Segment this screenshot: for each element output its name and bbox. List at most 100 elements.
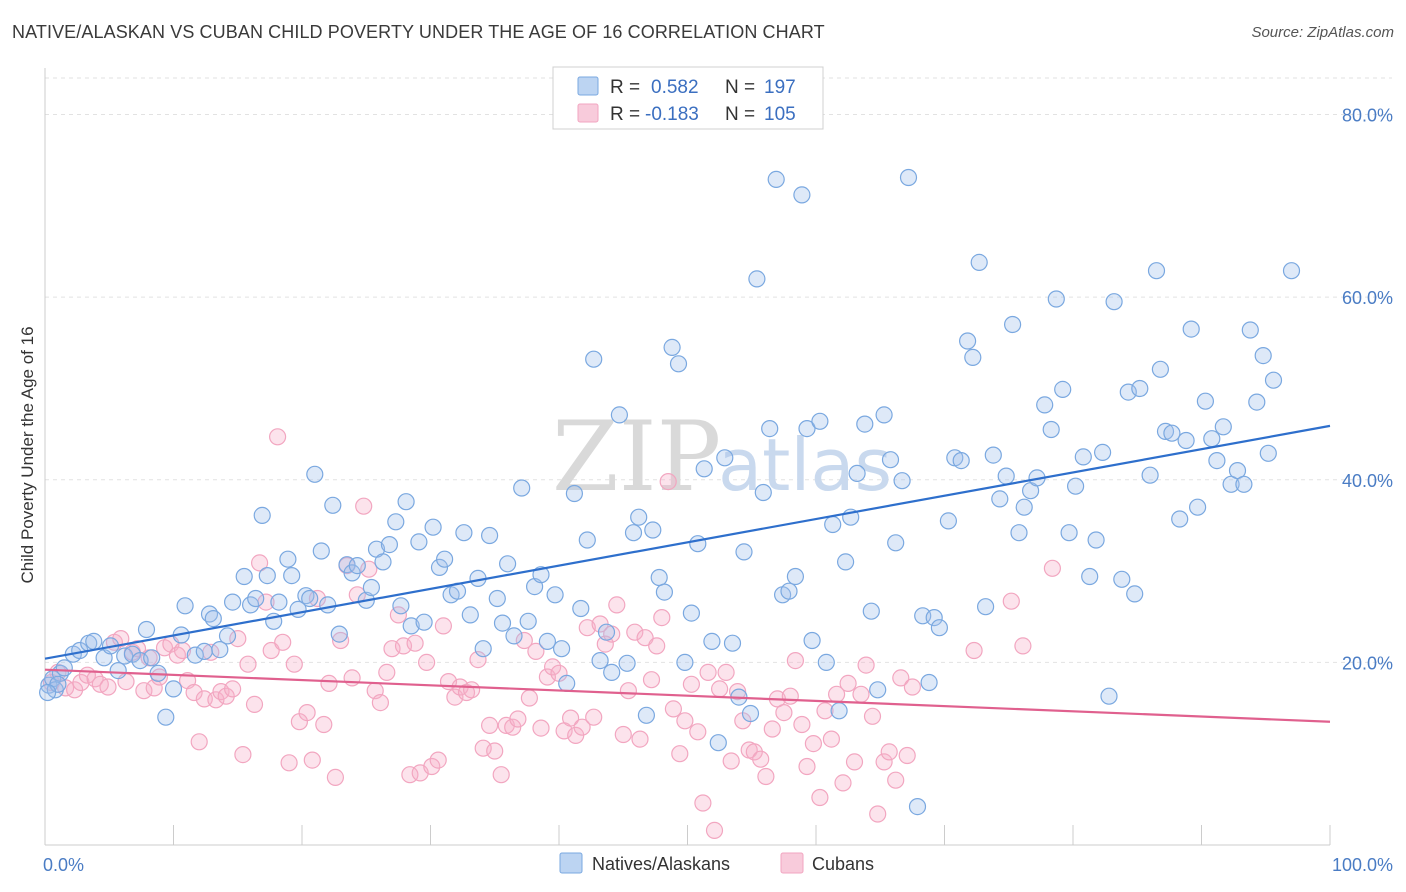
native-point-65	[455, 524, 473, 542]
native-point-81	[558, 674, 576, 693]
native-point-112	[761, 420, 779, 438]
cuban-point-107	[664, 700, 683, 718]
native-point-181	[1203, 430, 1221, 448]
legend-swatch-cubans	[577, 103, 599, 123]
x-tick-labels: 0.0% 100.0%	[43, 855, 1393, 875]
cuban-point-83	[527, 642, 545, 661]
cuban-point-49	[332, 631, 350, 650]
native-point-33	[258, 566, 276, 585]
native-point-180	[1196, 392, 1215, 410]
native-point-95	[650, 568, 668, 587]
cuban-point-126	[775, 703, 793, 722]
cuban-point-122	[752, 750, 770, 768]
native-point-86	[591, 651, 609, 670]
native-point-175	[1163, 424, 1181, 442]
native-point-164	[1093, 443, 1112, 461]
cuban-point-14	[135, 682, 153, 700]
native-point-172	[1147, 262, 1166, 280]
cuban-point-8	[99, 678, 117, 696]
native-point-92	[630, 508, 648, 526]
cuban-point-146	[892, 669, 910, 687]
cuban-point-44	[303, 751, 321, 769]
y-tick-label-3: 80.0%	[1342, 106, 1393, 126]
cuban-point-114	[705, 821, 724, 840]
native-point-56	[397, 493, 415, 511]
cuban-point-39	[274, 633, 292, 651]
native-point-91	[624, 524, 643, 542]
cuban-point-139	[852, 685, 870, 703]
native-point-170	[1131, 379, 1149, 398]
native-point-109	[741, 704, 760, 723]
cuban-point-99	[619, 682, 638, 700]
native-point-126	[848, 464, 866, 482]
cuban-point-101	[631, 730, 649, 748]
cuban-point-57	[378, 663, 396, 682]
cuban-point-67	[434, 617, 452, 635]
native-point-55	[392, 597, 410, 615]
cuban-point-131	[804, 734, 823, 753]
cuban-point-79	[504, 718, 522, 736]
cuban-point-104	[648, 637, 666, 655]
legend-r-label-2: R =	[610, 104, 640, 125]
native-point-135	[908, 797, 927, 816]
native-point-156	[1042, 420, 1060, 439]
native-point-85	[585, 350, 603, 368]
native-point-161	[1074, 448, 1092, 466]
native-point-87	[597, 623, 616, 641]
native-point-111	[754, 483, 772, 502]
cuban-point-86	[543, 658, 562, 676]
native-point-116	[786, 567, 805, 586]
native-point-18	[157, 708, 175, 726]
native-point-69	[481, 526, 499, 545]
cuban-point-91	[573, 718, 591, 736]
native-point-106	[723, 634, 742, 652]
cuban-point-124	[763, 720, 781, 738]
cuban-point-136	[834, 774, 852, 792]
cuban-point-143	[875, 753, 893, 771]
native-point-50	[362, 578, 380, 597]
native-point-40	[301, 589, 319, 608]
native-point-131	[881, 451, 900, 469]
cuban-point-116	[717, 663, 735, 682]
native-point-98	[669, 355, 688, 373]
y-axis-title: Child Poverty Under the Age of 16	[18, 326, 37, 583]
cuban-point-76	[486, 742, 504, 760]
y-tick-labels: 20.0% 40.0% 60.0% 80.0%	[1342, 106, 1393, 674]
legend-n-value-2: 105	[764, 104, 796, 125]
cuban-point-108	[671, 745, 689, 763]
cuban-point-92	[578, 619, 596, 637]
native-point-77	[532, 566, 550, 584]
native-point-148	[991, 490, 1009, 508]
chart-title: NATIVE/ALASKAN VS CUBAN CHILD POVERTY UN…	[12, 22, 825, 42]
cuban-point-53	[355, 497, 373, 515]
native-point-157	[1047, 290, 1065, 308]
cuban-point-80	[509, 710, 527, 728]
native-point-31	[247, 589, 265, 608]
native-point-149	[997, 467, 1015, 485]
cuban-point-73	[469, 650, 487, 669]
native-point-140	[939, 512, 958, 530]
native-point-43	[319, 596, 337, 614]
native-point-62	[436, 550, 454, 568]
native-point-182	[1208, 452, 1226, 470]
native-point-194	[38, 683, 57, 702]
native-point-16	[143, 649, 161, 667]
cuban-point-109	[676, 712, 694, 730]
cuban-point-103	[642, 671, 661, 689]
native-point-96	[655, 583, 674, 601]
cuban-point-106	[659, 473, 677, 491]
native-point-171	[1141, 466, 1159, 484]
native-point-133	[893, 472, 911, 490]
native-point-191	[1264, 371, 1283, 389]
cuban-point-98	[614, 725, 632, 744]
cuban-point-32	[234, 745, 252, 764]
native-point-166	[1105, 293, 1123, 311]
native-point-82	[565, 484, 584, 503]
native-point-29	[235, 567, 253, 586]
native-point-123	[830, 702, 848, 720]
native-point-105	[716, 449, 734, 467]
x-tick-label-start: 0.0%	[43, 855, 84, 875]
cuban-point-66	[429, 751, 447, 769]
legend-n-value-1: 197	[764, 77, 796, 98]
native-point-138	[925, 608, 943, 627]
